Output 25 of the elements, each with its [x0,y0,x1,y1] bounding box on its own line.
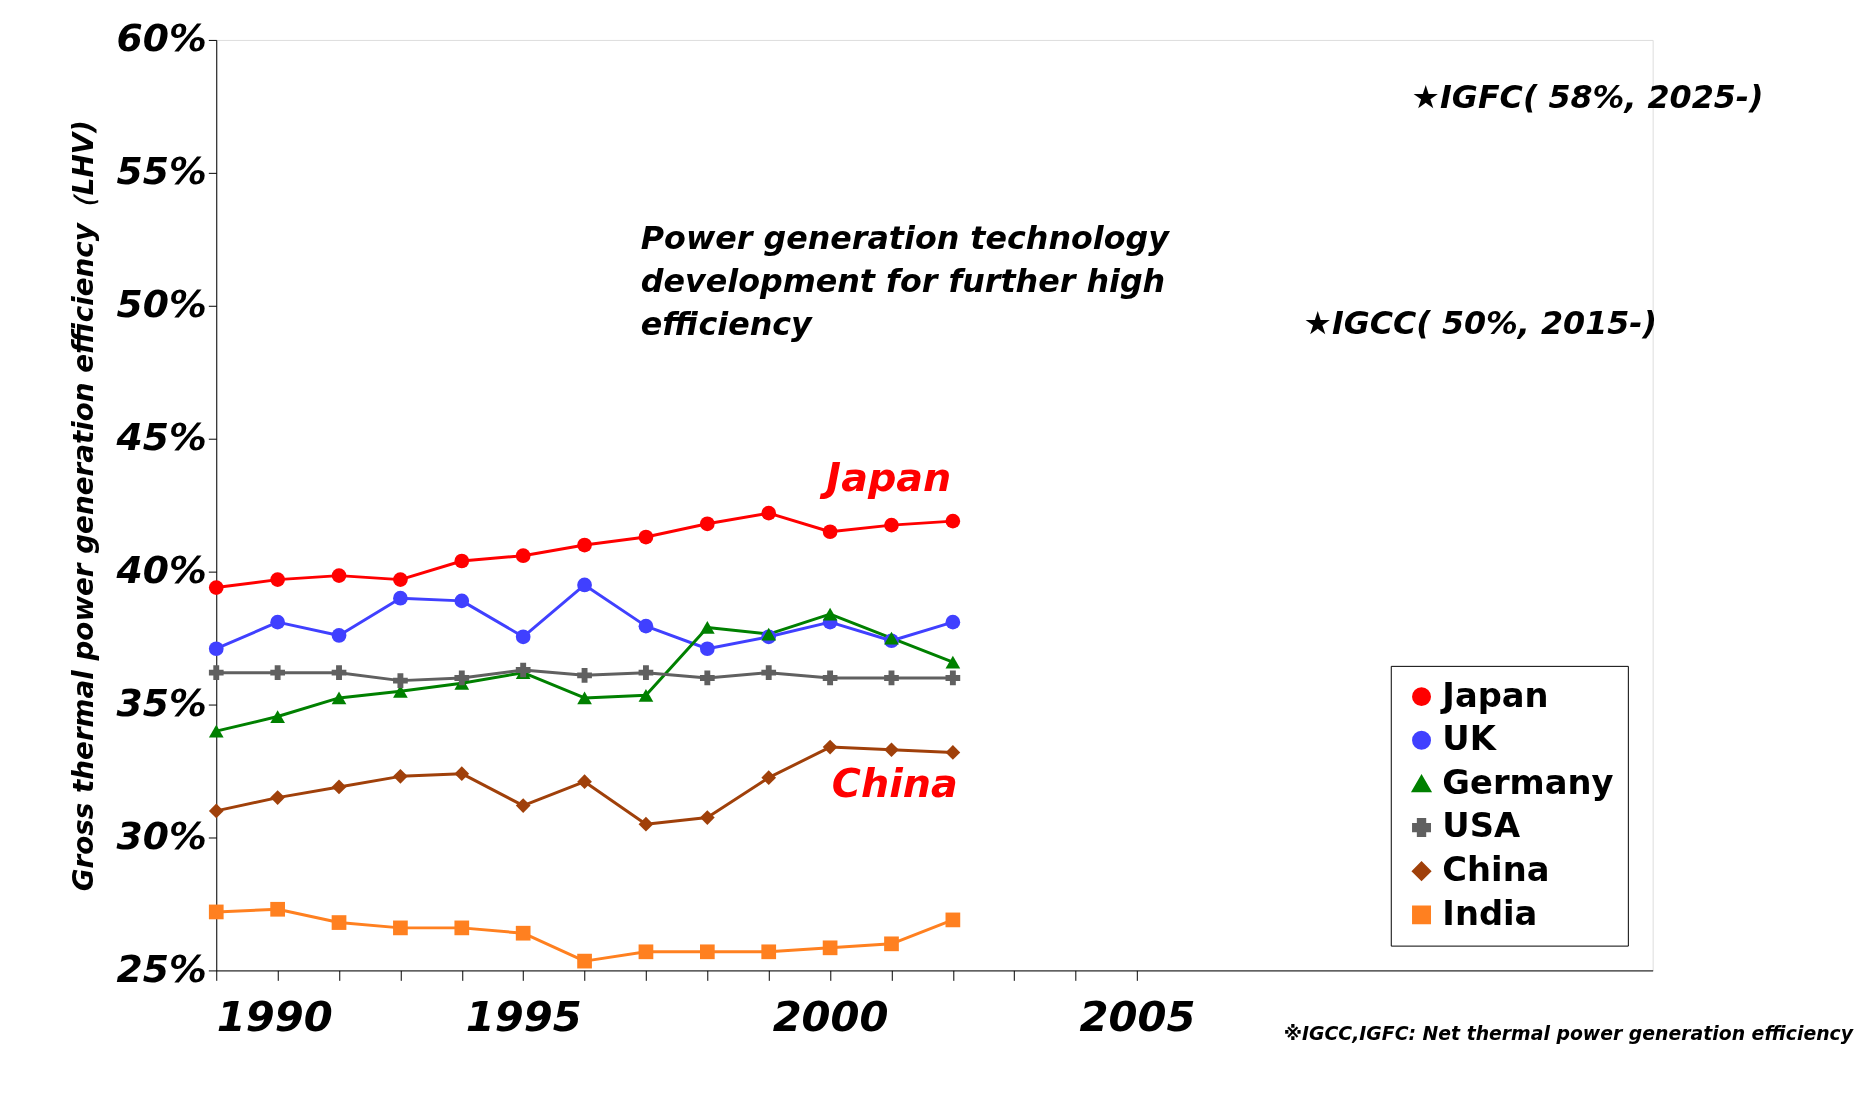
y-tick-label: 45% [115,415,207,460]
annotation: Power generation technology development for further high efficiency [640,220,1171,342]
legend-label: China [1442,850,1550,890]
y-tick-label: 30% [116,813,207,858]
y-axis-title: Gross thermal power generation efficiency（LHV) [66,120,100,892]
y-tick-label: 25% [116,946,207,991]
x-tick-label: 2000 [772,992,889,1042]
annotation: ★IGCC( 50%, 2015-) [1303,304,1657,341]
text: ※IGCC,IGFC: Net thermal power generation efficiency [1283,1022,1854,1044]
x-tick-label: 1995 [465,992,582,1042]
legend-label: USA [1442,806,1521,846]
legend-label: Japan [1440,675,1549,715]
y-tick-label: 60% [116,16,207,61]
legend-label: India [1442,893,1538,933]
legend-label: Germany [1442,762,1614,802]
annotation: China [831,759,958,806]
annotation: Japan [819,454,952,501]
y-tick-label: 40% [115,548,207,593]
y-tick-label: 55% [116,149,207,194]
legend-label: UK [1442,719,1498,759]
x-tick-label: 1990 [216,992,333,1042]
x-tick-label: 2005 [1079,992,1196,1042]
annotation: ★IGFC( 58%, 2025-) [1411,79,1764,116]
y-tick-label: 50% [116,282,207,327]
y-tick-label: 35% [116,680,207,725]
